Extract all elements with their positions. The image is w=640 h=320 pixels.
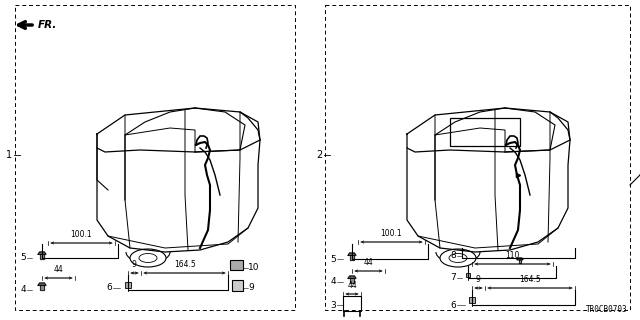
Text: 1: 1: [6, 150, 12, 160]
Bar: [466, 273, 470, 277]
Text: 164.5: 164.5: [519, 275, 541, 284]
Polygon shape: [40, 285, 44, 290]
Text: 9: 9: [248, 284, 253, 292]
Text: 9: 9: [476, 275, 481, 284]
Bar: [15, 5, 295, 310]
Text: 44: 44: [364, 258, 373, 267]
Text: 6: 6: [106, 284, 112, 292]
Text: 44: 44: [54, 265, 63, 274]
Text: FR.: FR.: [38, 20, 58, 30]
Text: 2: 2: [316, 150, 322, 160]
Bar: [230, 260, 243, 270]
Polygon shape: [38, 252, 46, 254]
Text: 6: 6: [451, 300, 456, 309]
Bar: [125, 282, 131, 288]
Bar: [450, 118, 520, 146]
Bar: [343, 296, 361, 311]
Text: 164.5: 164.5: [174, 260, 196, 269]
Bar: [325, 5, 630, 310]
Text: 110: 110: [506, 251, 520, 260]
Polygon shape: [351, 255, 354, 260]
Bar: [469, 297, 475, 303]
Polygon shape: [38, 283, 46, 285]
Text: 4: 4: [20, 285, 26, 294]
Bar: [232, 280, 243, 291]
Text: 7: 7: [451, 274, 456, 283]
Text: 100.1: 100.1: [70, 230, 92, 239]
Text: 44: 44: [347, 281, 357, 290]
Ellipse shape: [139, 253, 157, 262]
Text: 5: 5: [330, 254, 336, 263]
Text: 4: 4: [330, 277, 336, 286]
Ellipse shape: [130, 249, 166, 267]
Text: 3: 3: [330, 300, 336, 309]
Text: 9: 9: [132, 260, 136, 269]
Polygon shape: [348, 276, 356, 278]
Text: 10: 10: [248, 263, 259, 273]
Text: TR0CB0703: TR0CB0703: [586, 305, 627, 314]
Polygon shape: [40, 254, 44, 259]
Polygon shape: [348, 253, 356, 255]
Polygon shape: [519, 260, 521, 263]
Text: 100.1: 100.1: [381, 229, 403, 238]
Ellipse shape: [440, 249, 476, 267]
Text: 5: 5: [20, 253, 26, 262]
Ellipse shape: [449, 253, 467, 262]
Text: 8: 8: [451, 252, 456, 260]
Polygon shape: [351, 278, 354, 283]
Polygon shape: [517, 258, 523, 260]
